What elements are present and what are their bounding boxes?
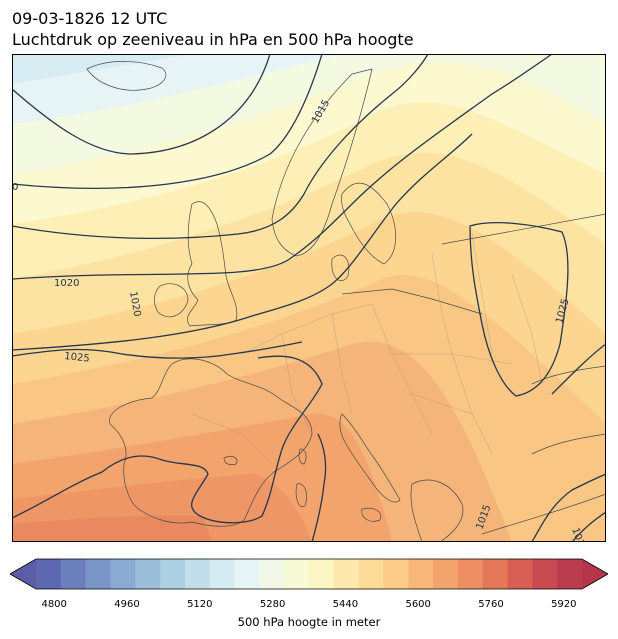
height-field bbox=[12, 54, 606, 542]
colorbar-tick-label: 4800 bbox=[41, 599, 67, 610]
colorbar-tick-label: 5120 bbox=[187, 599, 213, 610]
contour-label: 1020 bbox=[127, 291, 142, 318]
colorbar-band bbox=[358, 559, 384, 589]
contour-label: 1020 bbox=[54, 278, 79, 289]
colorbar-band bbox=[383, 559, 409, 589]
map-date-time: 09-03-1826 12 UTC bbox=[12, 9, 168, 28]
colorbar-band bbox=[60, 559, 87, 589]
colorbar-band bbox=[532, 559, 558, 589]
colorbar-band bbox=[184, 559, 211, 589]
map-title: Luchtdruk op zeeniveau in hPa en 500 hPa… bbox=[12, 30, 414, 49]
colorbar-band bbox=[135, 559, 161, 589]
colorbar-band bbox=[209, 559, 236, 589]
colorbar-extend-low bbox=[10, 559, 36, 589]
country-borders bbox=[191, 233, 543, 465]
colorbar-tick-label: 5280 bbox=[259, 599, 286, 610]
colorbar-tick-label: 5600 bbox=[405, 599, 431, 610]
colorbar-band bbox=[482, 559, 509, 589]
colorbar-extend-high bbox=[582, 559, 608, 589]
coastlines bbox=[86, 61, 606, 542]
colorbar-label: 500 hPa hoogte in meter bbox=[237, 615, 381, 629]
contour-label: 1025 bbox=[64, 351, 90, 365]
colorbar-band bbox=[557, 559, 583, 589]
colorbar-band bbox=[234, 559, 260, 589]
colorbar-band bbox=[309, 559, 335, 589]
colorbar bbox=[9, 558, 609, 590]
colorbar-band bbox=[85, 559, 111, 589]
colorbar-band bbox=[507, 559, 533, 589]
colorbar-band bbox=[457, 559, 484, 589]
colorbar-band bbox=[284, 559, 310, 589]
colorbar-tick-label: 5920 bbox=[551, 599, 577, 610]
weather-map: 1020 1025 1025 1015 0 1010 1020 1015 bbox=[12, 54, 606, 542]
isobars bbox=[12, 54, 606, 542]
colorbar-band bbox=[160, 559, 186, 589]
colorbar-band bbox=[36, 559, 62, 589]
colorbar-band bbox=[259, 559, 285, 589]
colorbar-tick-label: 4960 bbox=[114, 599, 140, 610]
colorbar-band bbox=[433, 559, 459, 589]
colorbar-band bbox=[408, 559, 434, 589]
colorbar-band bbox=[110, 559, 136, 589]
contour-label: 0 bbox=[12, 182, 18, 193]
colorbar-tick-label: 5440 bbox=[332, 599, 359, 610]
colorbar-tick-label: 5760 bbox=[478, 599, 504, 610]
colorbar-band bbox=[333, 559, 360, 589]
